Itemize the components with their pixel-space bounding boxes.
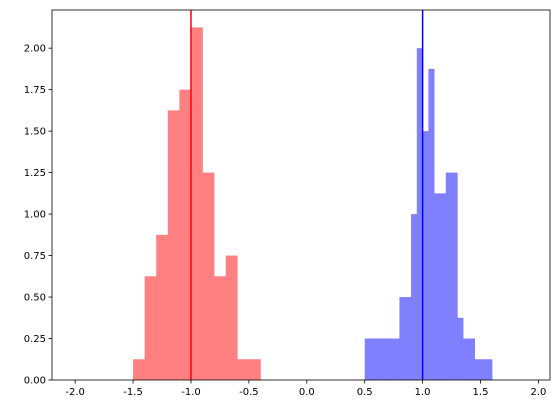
histogram-bar bbox=[486, 359, 493, 380]
histogram-bar bbox=[219, 276, 227, 380]
histogram-bar bbox=[382, 338, 389, 380]
histogram-bar bbox=[167, 110, 174, 380]
histogram-bar bbox=[399, 297, 406, 380]
histogram-bar bbox=[237, 359, 244, 380]
x-tick-label: -1.0 bbox=[181, 387, 201, 398]
histogram-bar bbox=[179, 89, 186, 380]
x-tick-label: 0.0 bbox=[299, 387, 315, 398]
plot-frame bbox=[51, 9, 551, 381]
histogram-bar bbox=[428, 68, 435, 381]
histogram-bar bbox=[138, 359, 145, 380]
x-tick-label: 0.5 bbox=[357, 387, 373, 398]
x-tick-label: 2.0 bbox=[530, 387, 546, 398]
histogram-bar bbox=[248, 359, 255, 380]
histogram-bar bbox=[474, 359, 481, 380]
y-tick-label: 0.75 bbox=[24, 251, 46, 262]
histogram-bar bbox=[445, 172, 452, 380]
histogram-bar bbox=[393, 338, 400, 380]
histogram-bar bbox=[416, 48, 423, 380]
histogram-bar bbox=[196, 27, 203, 380]
y-tick-label: 0.50 bbox=[24, 293, 46, 304]
histogram-bar bbox=[434, 193, 441, 380]
histogram-bar bbox=[243, 359, 250, 380]
histogram-bar bbox=[133, 359, 140, 380]
histogram-bar bbox=[190, 27, 198, 380]
y-tick-label: 1.00 bbox=[24, 210, 46, 221]
y-tick-label: 1.50 bbox=[24, 127, 46, 138]
histogram-bar bbox=[173, 110, 180, 380]
x-tick-label: -1.5 bbox=[123, 387, 143, 398]
histogram-bar bbox=[451, 172, 458, 380]
histogram-bar bbox=[422, 131, 429, 380]
histogram-bar bbox=[480, 359, 487, 380]
plot-area-background bbox=[52, 10, 550, 380]
x-tick-label: 1.0 bbox=[415, 387, 431, 398]
histogram-bar bbox=[364, 338, 371, 380]
x-tick-label: -0.5 bbox=[239, 387, 259, 398]
histogram-bar bbox=[162, 234, 169, 380]
histogram-bar bbox=[463, 338, 470, 380]
y-tick-label: 2.00 bbox=[24, 44, 46, 55]
histogram-bar bbox=[254, 359, 261, 380]
histogram-bars bbox=[133, 27, 493, 381]
histogram-bar bbox=[202, 172, 209, 380]
histogram-bar bbox=[439, 193, 447, 380]
histogram-bar bbox=[387, 338, 394, 380]
axes: -2.0 -1.5 -1.0 -0.5 0.0 0.5 1.0 1.5 2.0 0.00 0.25 0… bbox=[24, 9, 551, 398]
histogram-bar bbox=[225, 255, 232, 380]
histogram-bar bbox=[150, 276, 157, 380]
histogram-bar bbox=[231, 255, 238, 380]
histogram-bar bbox=[370, 338, 377, 380]
histogram-bar bbox=[208, 172, 215, 380]
histogram-bar bbox=[214, 276, 221, 380]
y-tick-label: 1.25 bbox=[24, 168, 46, 179]
histogram-bar bbox=[156, 234, 163, 380]
histogram-bar bbox=[411, 214, 418, 380]
histogram-bar bbox=[405, 297, 412, 380]
histogram-bar bbox=[457, 317, 464, 380]
x-tick-label: 1.5 bbox=[473, 387, 489, 398]
histogram-bar bbox=[376, 338, 383, 380]
y-tick-label: 0.00 bbox=[24, 376, 46, 387]
histogram-bar bbox=[468, 338, 476, 380]
histogram-bar bbox=[144, 276, 151, 380]
y-tick-label: 1.75 bbox=[24, 85, 46, 96]
y-tick-label: 0.25 bbox=[24, 334, 46, 345]
histogram-bar bbox=[185, 89, 192, 380]
mean-lines bbox=[190, 10, 424, 380]
x-tick-label: -2.0 bbox=[65, 387, 85, 398]
